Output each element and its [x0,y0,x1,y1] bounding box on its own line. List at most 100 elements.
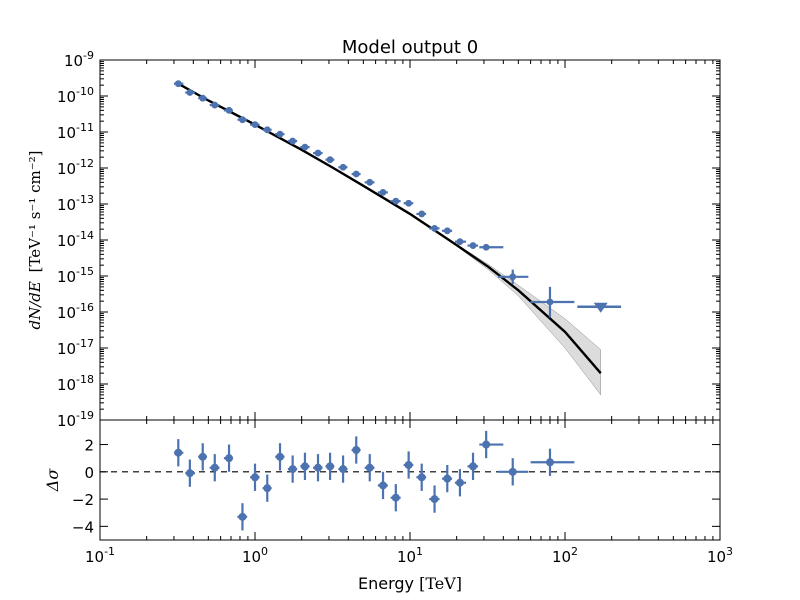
residual-point [300,452,310,480]
x-tick-label: 100 [242,545,268,566]
flux-point [530,286,575,318]
flux-point-marker [546,298,554,306]
residual-point [313,454,323,482]
flux-point [185,89,195,96]
y-axis-label-symbol: dN/dE [26,281,44,329]
residual-point [416,463,427,491]
y-axis-label: dN/dE [TeV⁻¹ s⁻¹ cm⁻²] [26,150,44,329]
flux-point [198,94,207,102]
flux-point-marker [289,137,297,145]
residual-point [325,452,335,480]
residual-point-marker [185,469,194,478]
flux-point-marker [482,243,490,251]
residual-point-marker [288,465,297,474]
residual-y-tick-label: −2 [72,491,94,509]
flux-point-marker [469,242,477,249]
y-tick-label: 10-14 [57,229,94,250]
upper-limit-marker [593,302,608,313]
flux-point [338,163,348,171]
residual-point-marker [404,461,413,469]
flux-point [390,197,401,205]
y-tick-label: 10-19 [57,409,94,430]
flux-point-marker [352,170,360,178]
residual-point [275,443,285,471]
residual-point [351,436,361,464]
y-tick-label: 10-10 [57,85,94,106]
residual-point-marker [314,463,323,472]
residual-point-marker [469,462,478,471]
spectrum-axis-ticks: 10-9 10-10 10-11 10-12 10-13 10-14 10-15 10-16 1… [57,49,721,430]
residual-axis-ticks: 2 0 −2 −4 10-1 100 101 102 103 [72,412,733,566]
flux-point-marker [211,101,219,109]
flux-point-marker [405,199,413,207]
residual-point [185,459,195,487]
residual-point-marker [326,462,335,471]
x-axis-label: Energy [TeV] [358,574,462,593]
flux-point-marker [174,80,182,88]
model-band-area [456,243,601,396]
flux-point-marker [301,143,309,151]
flux-point [429,225,440,232]
flux-point-marker [199,94,207,102]
residual-point [403,451,414,479]
residual-point-marker [417,473,426,482]
residual-point [209,454,220,482]
residual-panel: 2 0 −2 −4 10-1 100 101 102 103 [72,412,733,566]
model-curve [177,82,602,374]
residual-point-marker [174,448,183,457]
residual-point [377,471,388,500]
residual-point [287,455,298,483]
flux-point [442,227,453,235]
residual-point-marker [225,454,234,463]
flux-point [416,210,427,218]
residual-point-marker [379,481,388,490]
y-axis-label-unit: [TeV⁻¹ s⁻¹ cm⁻²] [26,150,44,272]
residual-y-tick-label: 0 [84,464,94,482]
residual-point-marker [251,473,259,482]
y-tick-label: 10-13 [57,193,94,214]
flux-point [237,116,248,124]
flux-point-marker [366,178,374,186]
residual-y-axis-label: Δσ [43,468,62,493]
flux-points [173,80,622,318]
residual-point-marker [365,463,374,472]
residual-point-marker [430,495,439,504]
flux-point-marker [509,273,517,281]
x-tick-label: 101 [397,545,423,566]
flux-point [479,243,504,251]
residual-point [338,455,348,483]
y-tick-label: 10-9 [64,49,94,70]
residual-point [429,485,440,513]
flux-point [454,238,467,246]
residual-point-marker [210,463,219,472]
flux-point [275,130,285,138]
residual-point [173,439,184,467]
residual-point-marker [455,478,464,487]
flux-point-marker [314,149,322,157]
flux-point [262,126,272,134]
residual-point [442,465,453,493]
flux-point-marker [276,130,284,138]
upper-limit [577,302,622,313]
residual-point [364,454,375,482]
flux-point [209,101,220,109]
flux-point-marker [456,238,464,246]
residual-point [223,444,234,472]
flux-point-marker [186,89,194,96]
flux-point [325,156,335,164]
flux-point [173,80,184,88]
chart-title: Model output 0 [342,37,478,58]
residual-point-marker [276,452,285,461]
residual-point-marker [443,474,452,483]
flux-point-marker [443,227,451,235]
flux-point [498,269,529,284]
residual-point-marker [545,458,554,467]
flux-point [313,149,323,157]
spectrum-panel: 10-9 10-10 10-11 10-12 10-13 10-14 10-15 10-16 1… [57,49,721,430]
flux-point-marker [263,126,271,134]
y-tick-label: 10-16 [57,301,94,322]
flux-point-marker [339,163,347,171]
y-tick-label: 10-12 [57,157,94,178]
y-tick-label: 10-17 [57,337,94,358]
